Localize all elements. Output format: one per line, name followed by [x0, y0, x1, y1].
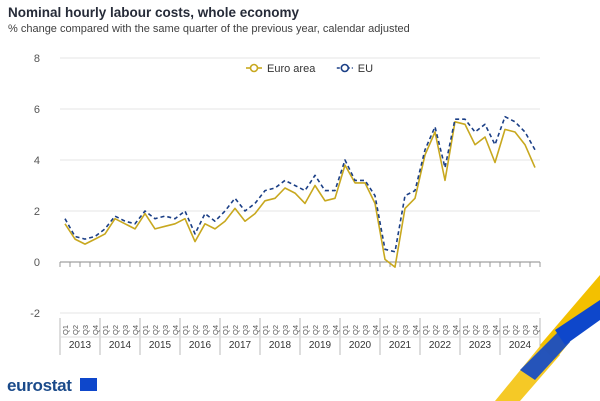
quarter-tick-label: Q4	[411, 325, 420, 335]
quarter-tick-label: Q3	[441, 325, 450, 335]
quarter-tick-label: Q3	[201, 325, 210, 335]
quarter-tick-label: Q3	[481, 325, 490, 335]
quarter-tick-label: Q4	[491, 325, 500, 335]
quarter-tick-label: Q2	[111, 325, 120, 335]
quarter-tick-label: Q1	[501, 325, 510, 335]
year-tick-label: 2013	[69, 340, 92, 351]
quarter-tick-label: Q2	[511, 325, 520, 335]
eurostat-logo-text: eurostat	[7, 376, 72, 395]
chart-title: Nominal hourly labour costs, whole econo…	[8, 5, 300, 20]
quarter-tick-label: Q2	[71, 325, 80, 335]
year-tick-label: 2021	[389, 340, 412, 351]
y-tick-label: 4	[34, 155, 40, 167]
quarter-tick-label: Q4	[531, 325, 540, 335]
y-tick-label: 6	[34, 104, 40, 116]
quarter-tick-label: Q4	[251, 325, 260, 335]
quarter-tick-label: Q4	[451, 325, 460, 335]
quarter-tick-label: Q1	[261, 325, 270, 335]
year-tick-label: 2024	[509, 340, 532, 351]
quarter-tick-label: Q2	[311, 325, 320, 335]
quarter-tick-label: Q3	[281, 325, 290, 335]
quarter-tick-label: Q1	[181, 325, 190, 335]
y-tick-label: 0	[34, 257, 40, 269]
quarter-tick-label: Q2	[431, 325, 440, 335]
quarter-tick-label: Q3	[521, 325, 530, 335]
legend-label: EU	[358, 63, 373, 75]
quarter-tick-label: Q4	[211, 325, 220, 335]
year-tick-label: 2019	[309, 340, 332, 351]
quarter-tick-label: Q3	[361, 325, 370, 335]
quarter-tick-label: Q1	[461, 325, 470, 335]
quarter-tick-label: Q1	[381, 325, 390, 335]
quarter-tick-label: Q2	[471, 325, 480, 335]
y-tick-label: -2	[30, 308, 40, 320]
quarter-tick-label: Q4	[131, 325, 140, 335]
quarter-tick-label: Q3	[241, 325, 250, 335]
quarter-tick-label: Q2	[151, 325, 160, 335]
eu-flag-icon	[80, 378, 97, 391]
legend-marker	[249, 63, 259, 73]
quarter-tick-label: Q4	[91, 325, 100, 335]
year-tick-label: 2015	[149, 340, 172, 351]
year-tick-label: 2017	[229, 340, 252, 351]
quarter-tick-label: Q1	[221, 325, 230, 335]
year-tick-label: 2022	[429, 340, 452, 351]
chart-legend[interactable]: Euro area EU	[246, 63, 373, 75]
y-tick-label: 2	[34, 206, 40, 218]
year-tick-label: 2018	[269, 340, 292, 351]
quarter-tick-label: Q3	[321, 325, 330, 335]
year-tick-label: 2023	[469, 340, 492, 351]
series-euro-area-line	[64, 121, 536, 268]
year-tick-label: 2020	[349, 340, 372, 351]
quarter-tick-label: Q1	[61, 325, 70, 335]
quarter-tick-label: Q2	[391, 325, 400, 335]
series-eu-line	[64, 115, 536, 253]
quarter-tick-label: Q4	[291, 325, 300, 335]
quarter-tick-label: Q1	[421, 325, 430, 335]
legend-marker	[340, 63, 350, 73]
quarter-tick-label: Q3	[81, 325, 90, 335]
quarter-tick-label: Q2	[191, 325, 200, 335]
quarter-tick-label: Q1	[101, 325, 110, 335]
y-tick-label: 8	[34, 53, 40, 65]
quarter-tick-label: Q3	[161, 325, 170, 335]
legend-label: Euro area	[267, 63, 316, 75]
quarter-tick-label: Q3	[401, 325, 410, 335]
quarter-tick-label: Q1	[141, 325, 150, 335]
quarter-tick-label: Q4	[371, 325, 380, 335]
chart-subtitle: % change compared with the same quarter …	[8, 23, 410, 35]
year-tick-label: 2014	[109, 340, 132, 351]
quarter-tick-label: Q2	[351, 325, 360, 335]
quarter-tick-label: Q4	[331, 325, 340, 335]
quarter-tick-label: Q1	[301, 325, 310, 335]
year-tick-label: 2016	[189, 340, 212, 351]
quarter-tick-label: Q2	[271, 325, 280, 335]
quarter-tick-label: Q3	[121, 325, 130, 335]
quarter-tick-label: Q4	[171, 325, 180, 335]
quarter-tick-label: Q2	[231, 325, 240, 335]
quarter-tick-label: Q1	[341, 325, 350, 335]
